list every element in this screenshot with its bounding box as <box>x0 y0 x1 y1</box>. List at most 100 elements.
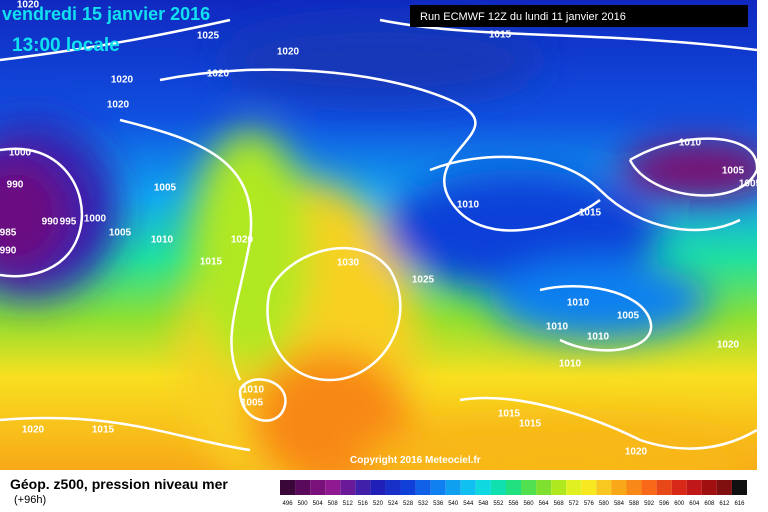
colorbar-label: 600 <box>674 501 685 507</box>
run-box <box>410 5 748 27</box>
isobar-label: 1020 <box>625 447 648 458</box>
colorbar-label: 504 <box>313 501 324 507</box>
colorbar-swatch <box>641 480 657 495</box>
isobar-label: 1015 <box>92 425 115 436</box>
colorbar-swatch <box>280 480 296 495</box>
colorbar-label: 560 <box>524 501 535 507</box>
colorbar-swatch <box>355 480 371 495</box>
isobar-label: 1020 <box>111 75 134 86</box>
isobar-label: 1010 <box>457 200 480 211</box>
colorbar-label: 540 <box>448 501 459 507</box>
isobar-label: 1020 <box>207 69 230 80</box>
colorbar-label: 532 <box>418 501 429 507</box>
isobar-label: 1020 <box>107 100 130 111</box>
isobar-label: 1010 <box>559 359 582 370</box>
colorbar-label: 556 <box>508 501 519 507</box>
isobars <box>0 18 757 452</box>
colorbar-swatch <box>701 480 717 495</box>
colorbar-label: 596 <box>659 501 670 507</box>
colorbar-swatch <box>370 480 386 495</box>
colorbar-label: 576 <box>584 501 595 507</box>
colorbar-label: 512 <box>343 501 354 507</box>
isobar-label: 1025 <box>197 31 220 42</box>
colorbar-label: 572 <box>569 501 580 507</box>
colorbar-swatch <box>415 480 431 495</box>
colorbar-swatch <box>596 480 612 495</box>
colorbar-swatch <box>475 480 491 495</box>
isobar-label: 1020 <box>277 47 300 58</box>
colorbar-swatch <box>430 480 446 495</box>
colorbar-label: 508 <box>328 501 339 507</box>
legend-lead: (+96h) <box>14 494 46 506</box>
isobar-label: 985 <box>0 228 17 239</box>
colorbar-swatch <box>611 480 627 495</box>
isobar-label: 1000 <box>9 148 32 159</box>
copyright: Copyright 2016 Meteociel.fr <box>350 455 481 466</box>
isobar-label: 1015 <box>200 257 223 268</box>
colorbar-swatch <box>505 480 522 495</box>
colorbar-label: 564 <box>539 501 550 507</box>
colorbar-swatch <box>490 480 506 495</box>
isobar-label: 1005 <box>109 228 132 239</box>
colorbar-label: 500 <box>298 501 309 507</box>
colorbar-swatch <box>551 480 567 495</box>
isobar-label: 1010 <box>242 385 265 396</box>
isobar-label: 1010 <box>567 298 590 309</box>
isobar-label: 1020 <box>231 235 254 246</box>
colorbar-label: 568 <box>554 501 565 507</box>
colorbar-label: 544 <box>463 501 474 507</box>
colorbar-swatch <box>385 480 401 495</box>
isobar-label: 1015 <box>489 30 512 41</box>
colorbar-label: 584 <box>614 501 625 507</box>
colorbar-label: 580 <box>599 501 610 507</box>
colorbar-swatch <box>566 480 582 495</box>
colorbar-swatch <box>460 480 476 495</box>
colorbar-label: 588 <box>629 501 640 507</box>
isobar-label: 1020 <box>22 425 45 436</box>
isobar-label: 1020 <box>17 0 40 11</box>
colorbar-label: 552 <box>493 501 504 507</box>
isobar-label: 1005 <box>154 183 177 194</box>
time: 13:00 locale <box>12 35 120 56</box>
colorbar-label: 536 <box>433 501 444 507</box>
isobar-label: 995 <box>60 217 77 228</box>
date: vendredi 15 janvier 2016 <box>2 4 210 24</box>
isobar-label: 1015 <box>498 409 521 420</box>
colorbar-label: 516 <box>358 501 369 507</box>
isobar-label: 1015 <box>519 419 542 430</box>
run-info: Run ECMWF 12Z du lundi 11 janvier 2016 <box>420 11 626 23</box>
colorbar-swatch <box>310 480 326 495</box>
isobar-label: 1005 <box>241 398 264 409</box>
isobar-label: 1010 <box>587 332 610 343</box>
isobar-label: 990 <box>42 217 59 228</box>
isobar-label: 1010 <box>679 138 702 149</box>
colorbar-swatch <box>400 480 416 495</box>
colorbar-label: 496 <box>283 501 294 507</box>
isobar-label: 1025 <box>412 275 435 286</box>
colorbar-label: 548 <box>478 501 489 507</box>
isobar-label: 1000 <box>84 214 107 225</box>
colorbar-swatch <box>731 480 747 495</box>
colorbar-label: 524 <box>388 501 399 507</box>
colorbar-label: 520 <box>373 501 384 507</box>
colorbar-swatch <box>581 480 597 495</box>
colorbar-swatch <box>626 480 642 495</box>
colorbar-swatch <box>686 480 702 495</box>
colorbar-label: 616 <box>734 501 745 507</box>
colorbar-swatch <box>671 480 687 495</box>
colorbar-swatch <box>656 480 672 495</box>
colorbar-label: 612 <box>719 501 730 507</box>
isobar-label: 1005 <box>722 166 745 177</box>
colorbar-label: 608 <box>704 501 715 507</box>
isobar-label: 1010 <box>151 235 174 246</box>
isobar-label: 990 <box>7 180 24 191</box>
isobar-label: 1030 <box>337 258 360 269</box>
colorbar-swatch <box>325 480 341 495</box>
colorbar-label: 604 <box>689 501 700 507</box>
colorbar-swatch <box>716 480 732 495</box>
isobar-label: 990 <box>0 246 17 257</box>
isobar-label: 1005 <box>739 179 762 190</box>
legend-title: Géop. z500, pression niveau mer <box>10 476 228 492</box>
